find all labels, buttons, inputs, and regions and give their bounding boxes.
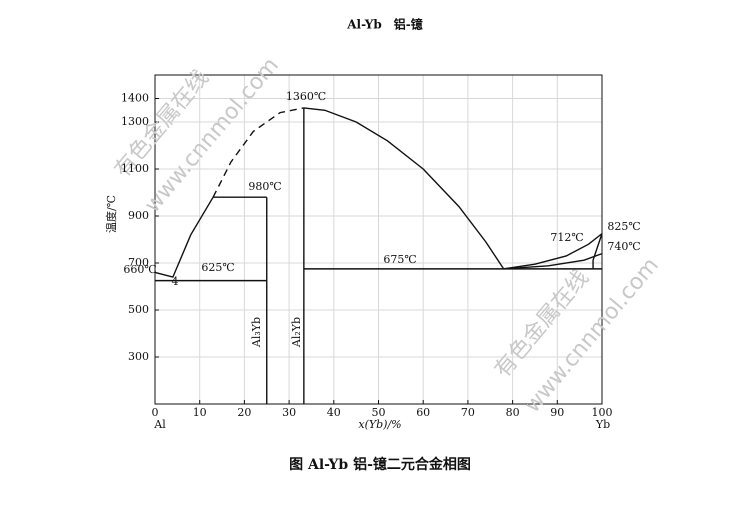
phase-boundary [154,196,214,278]
x-tick-label: 100 [592,406,613,419]
annotation: 740℃ [607,240,640,253]
annotation: 1360℃ [286,90,326,103]
y-tick-label: 700 [128,256,149,269]
annotation: 980℃ [248,180,281,193]
x-tick-label: 40 [327,406,341,419]
y-tick-label: 1300 [121,115,149,128]
x-axis-label: x(Yb)/% [358,418,401,431]
y-tick-label: 900 [128,209,149,222]
y-tick-label: 500 [128,303,149,316]
plot-frame [154,74,603,405]
x-end-label: Yb [595,418,610,431]
x-end-label: Al [153,418,166,431]
x-tick-label: 90 [550,406,564,419]
chart-title: Al-Yb 铝-镱 [346,17,422,32]
x-tick-label: 60 [416,406,430,419]
y-tick-label: 1100 [121,162,149,175]
annotation: 660℃ [123,263,156,276]
y-tick-label: 300 [128,350,149,363]
x-tick-label: 70 [461,406,475,419]
annotation: 675℃ [383,253,416,266]
annotation: 625℃ [201,261,234,274]
x-tick-label: 20 [237,406,251,419]
x-tick-label: 80 [506,406,520,419]
phase-boundary [212,107,304,198]
x-tick-label: 0 [152,406,159,419]
y-axis-label: 温度/℃ [104,195,118,233]
phase-boundary [503,252,603,270]
phase-boundary [303,107,505,270]
y-tick-label: 1400 [121,92,149,105]
annotation: Al₃Yb [250,317,263,348]
annotation: 4 [172,275,179,288]
phase-boundary [503,233,603,270]
caption: 图 Al-Yb 铝-镱二元合金相图 [289,456,471,473]
plot-area [154,74,603,405]
annotation: 712℃ [550,231,583,244]
x-tick-label: 50 [372,406,386,419]
annotation: 825℃ [607,220,640,233]
phase-boundary [592,233,603,269]
x-tick-label: 10 [193,406,207,419]
annotation: Al₂Yb [290,317,303,348]
x-tick-label: 30 [282,406,296,419]
